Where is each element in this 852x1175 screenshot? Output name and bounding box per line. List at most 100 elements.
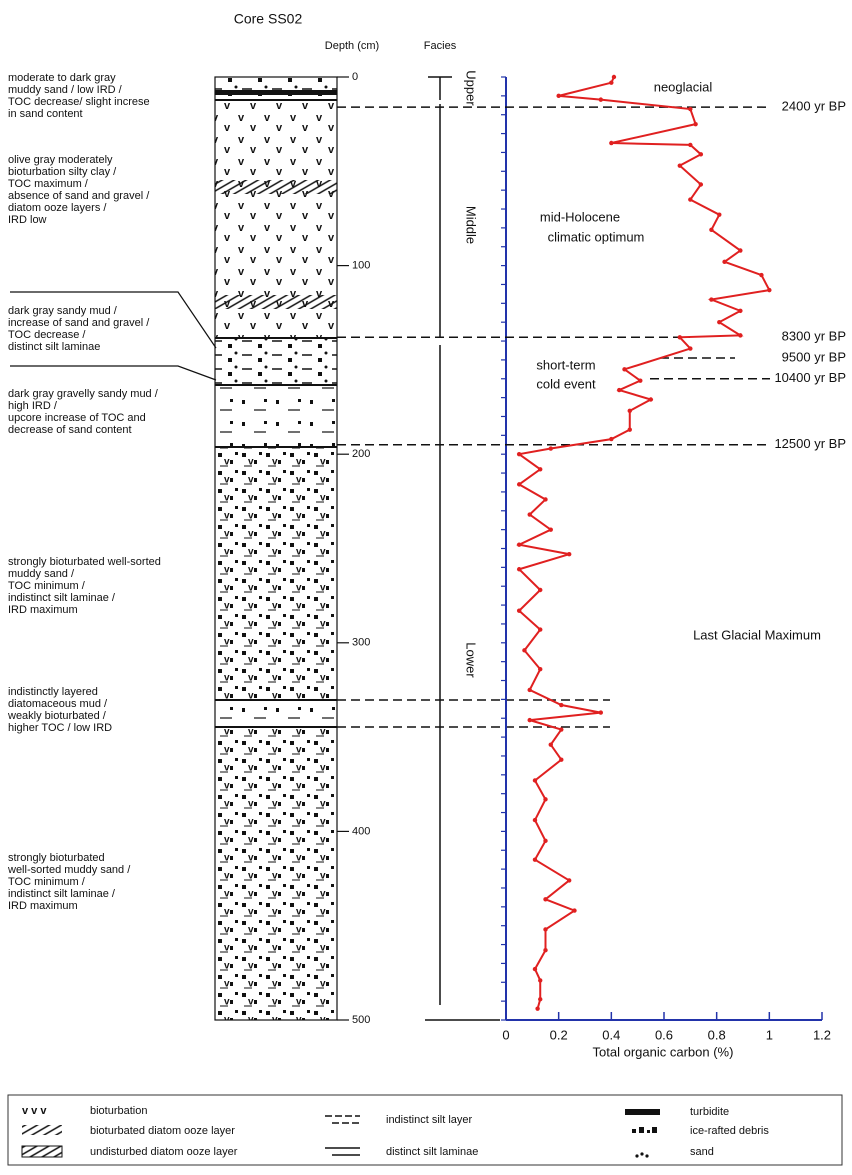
toc-tick-label: 0.4 (602, 1027, 620, 1042)
description-line: IRD maximum (8, 604, 78, 616)
toc-point (572, 908, 576, 912)
legend-symbol (632, 1127, 657, 1158)
legend-label: distinct silt laminae (386, 1146, 478, 1158)
depth-tick-label: 300 (352, 637, 370, 649)
annotation: climatic optimum (548, 229, 645, 244)
toc-point (612, 75, 616, 79)
description-line: moderate to dark gray (8, 72, 116, 84)
legend-label: bioturbated diatom ooze layer (90, 1125, 235, 1137)
legend-label: sand (690, 1146, 714, 1158)
toc-point (543, 927, 547, 931)
description-line: dark gray sandy mud / (8, 305, 118, 317)
legend-symbol: v v v (22, 1105, 47, 1117)
toc-point (649, 397, 653, 401)
toc-point (738, 333, 742, 337)
annotation: short-term (536, 357, 595, 372)
legend-symbol (325, 1116, 360, 1155)
description-line: diatomaceous mud / (8, 698, 108, 710)
toc-point (533, 778, 537, 782)
depth-tick-label: 500 (352, 1014, 370, 1026)
toc-point (538, 627, 542, 631)
facies-title: Facies (424, 40, 457, 52)
toc-point (678, 335, 682, 339)
description-line: dark gray gravelly sandy mud / (8, 388, 159, 400)
unit-sandy-mud (215, 338, 337, 385)
toc-point (543, 497, 547, 501)
age-marker-label: 12500 yr BP (774, 436, 846, 451)
toc-point (609, 437, 613, 441)
toc-point (678, 163, 682, 167)
toc-point (549, 742, 553, 746)
toc-point (543, 897, 547, 901)
toc-point (533, 818, 537, 822)
toc-tick-label: 0.6 (655, 1027, 673, 1042)
legend-symbol (22, 1125, 62, 1135)
diatom-ooze-band (215, 295, 337, 309)
toc-point (722, 260, 726, 264)
toc-point (609, 80, 613, 84)
description-line: decrease of sand content (8, 424, 132, 436)
description-line: upcore increase of TOC and (8, 412, 146, 424)
description-line: IRD maximum (8, 900, 78, 912)
toc-point (528, 718, 532, 722)
toc-point (559, 758, 563, 762)
description-line: high IRD / (8, 400, 58, 412)
toc-point (528, 688, 532, 692)
toc-point (556, 94, 560, 98)
turbidite (215, 90, 337, 95)
facies-lines (425, 77, 500, 1020)
toc-point (699, 182, 703, 186)
depth-axis-title: Depth (cm) (325, 40, 379, 52)
toc-point (688, 143, 692, 147)
age-marker-label: 8300 yr BP (782, 329, 846, 344)
toc-point (638, 378, 642, 382)
description-line: muddy sand / low IRD / (8, 84, 123, 96)
legend-symbol (625, 1109, 660, 1115)
toc-point (567, 878, 571, 882)
unit-bioturbated (215, 447, 337, 700)
facies-label: Upper (464, 70, 479, 106)
toc-point (517, 609, 521, 613)
toc-point (549, 446, 553, 450)
toc-point (609, 141, 613, 145)
toc-point (522, 648, 526, 652)
toc-point (517, 543, 521, 547)
toc-point (622, 367, 626, 371)
description-line: TOC decrease/ slight increse (8, 96, 150, 108)
toc-point (567, 552, 571, 556)
description-line: TOC maximum / (8, 178, 89, 190)
description-line: distinct silt laminae (8, 341, 100, 353)
toc-point (543, 797, 547, 801)
toc-point (538, 667, 542, 671)
age-marker-label: 10400 yr BP (774, 370, 846, 385)
toc-point (549, 527, 553, 531)
depth-tick-label: 0 (352, 71, 358, 83)
description-line: olive gray moderately (8, 154, 113, 166)
figure: v v v Core SS02 Depth (cm) Facies (0, 0, 852, 1170)
lithology-column (215, 77, 337, 1020)
legend-symbol (22, 1146, 62, 1157)
unit-diatomaceous (215, 700, 337, 727)
description-line: IRD low (8, 214, 47, 226)
toc-point (688, 107, 692, 111)
boundary-dashes (337, 700, 610, 727)
x-axis-title: Total organic carbon (%) (593, 1044, 734, 1059)
unit-upper (215, 77, 337, 100)
toc-tick-label: 0.8 (708, 1027, 726, 1042)
description-line: higher TOC / low IRD (8, 722, 112, 734)
toc-tick-label: 0 (502, 1027, 509, 1042)
toc-point (628, 409, 632, 413)
toc-point (599, 97, 603, 101)
toc-tick-label: 1 (766, 1027, 773, 1042)
toc-point (538, 588, 542, 592)
toc-point (517, 567, 521, 571)
toc-point (688, 346, 692, 350)
unit-lower (215, 727, 337, 1020)
toc-point (688, 197, 692, 201)
age-marker-label: 2400 yr BP (782, 99, 846, 114)
depth-tick-label: 100 (352, 260, 370, 272)
toc-tick-label: 1.2 (813, 1027, 831, 1042)
toc-point (559, 727, 563, 731)
toc-point (617, 388, 621, 392)
toc-point (599, 710, 603, 714)
